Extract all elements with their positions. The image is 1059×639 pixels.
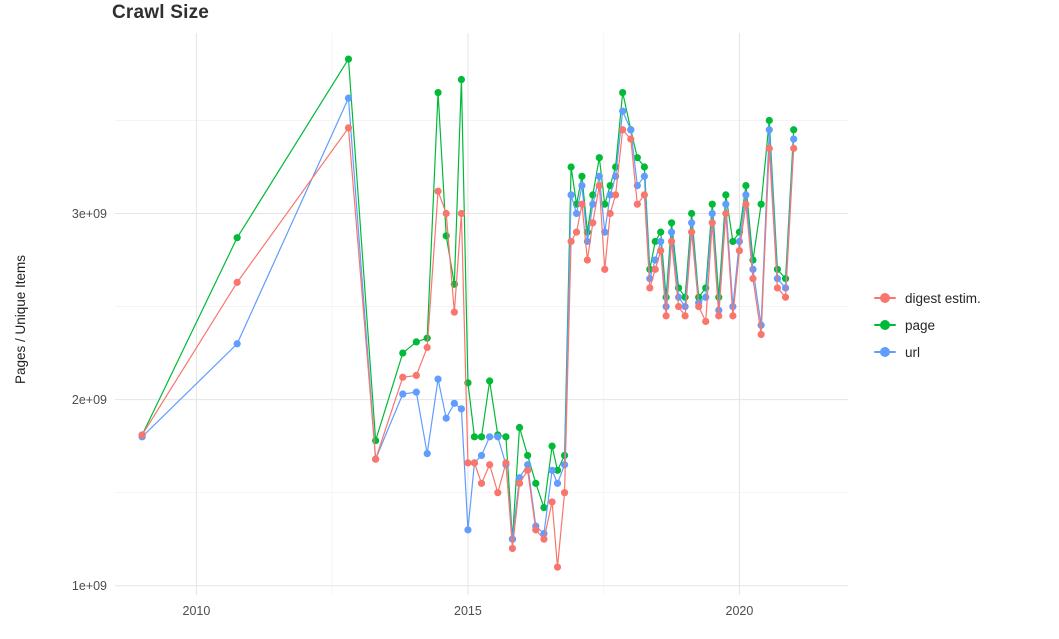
legend-label: url	[905, 344, 921, 360]
svg-text:1e+09: 1e+09	[72, 579, 107, 593]
svg-text:3e+09: 3e+09	[72, 207, 107, 221]
y-axis-title: Pages / Unique Items	[13, 254, 29, 385]
legend-item-digest-estim: digest estim.	[874, 287, 981, 309]
y-axis-title-wrap: Pages / Unique Items	[6, 0, 36, 639]
legend: digest estim. page url	[874, 287, 981, 363]
legend-key-icon	[874, 341, 896, 363]
svg-text:2020: 2020	[726, 604, 754, 618]
legend-item-url: url	[874, 341, 981, 363]
chart-title: Crawl Size	[112, 2, 210, 23]
legend-item-page: page	[874, 314, 981, 336]
svg-text:2015: 2015	[454, 604, 482, 618]
svg-text:2010: 2010	[183, 604, 211, 618]
series-digest-estim-line	[141, 126, 795, 568]
series-digest-estim-points	[138, 124, 798, 571]
legend-label: digest estim.	[905, 290, 981, 306]
grid-minor	[115, 33, 848, 595]
svg-text:2e+09: 2e+09	[72, 393, 107, 407]
y-axis-tick-labels: 1e+09 2e+09 3e+09	[72, 207, 107, 593]
legend-key-icon	[874, 287, 896, 309]
legend-label: page	[905, 317, 936, 333]
legend-key-icon	[874, 314, 896, 336]
x-axis-tick-labels: 2010 2015 2020	[183, 604, 754, 618]
grid-major	[115, 33, 848, 595]
